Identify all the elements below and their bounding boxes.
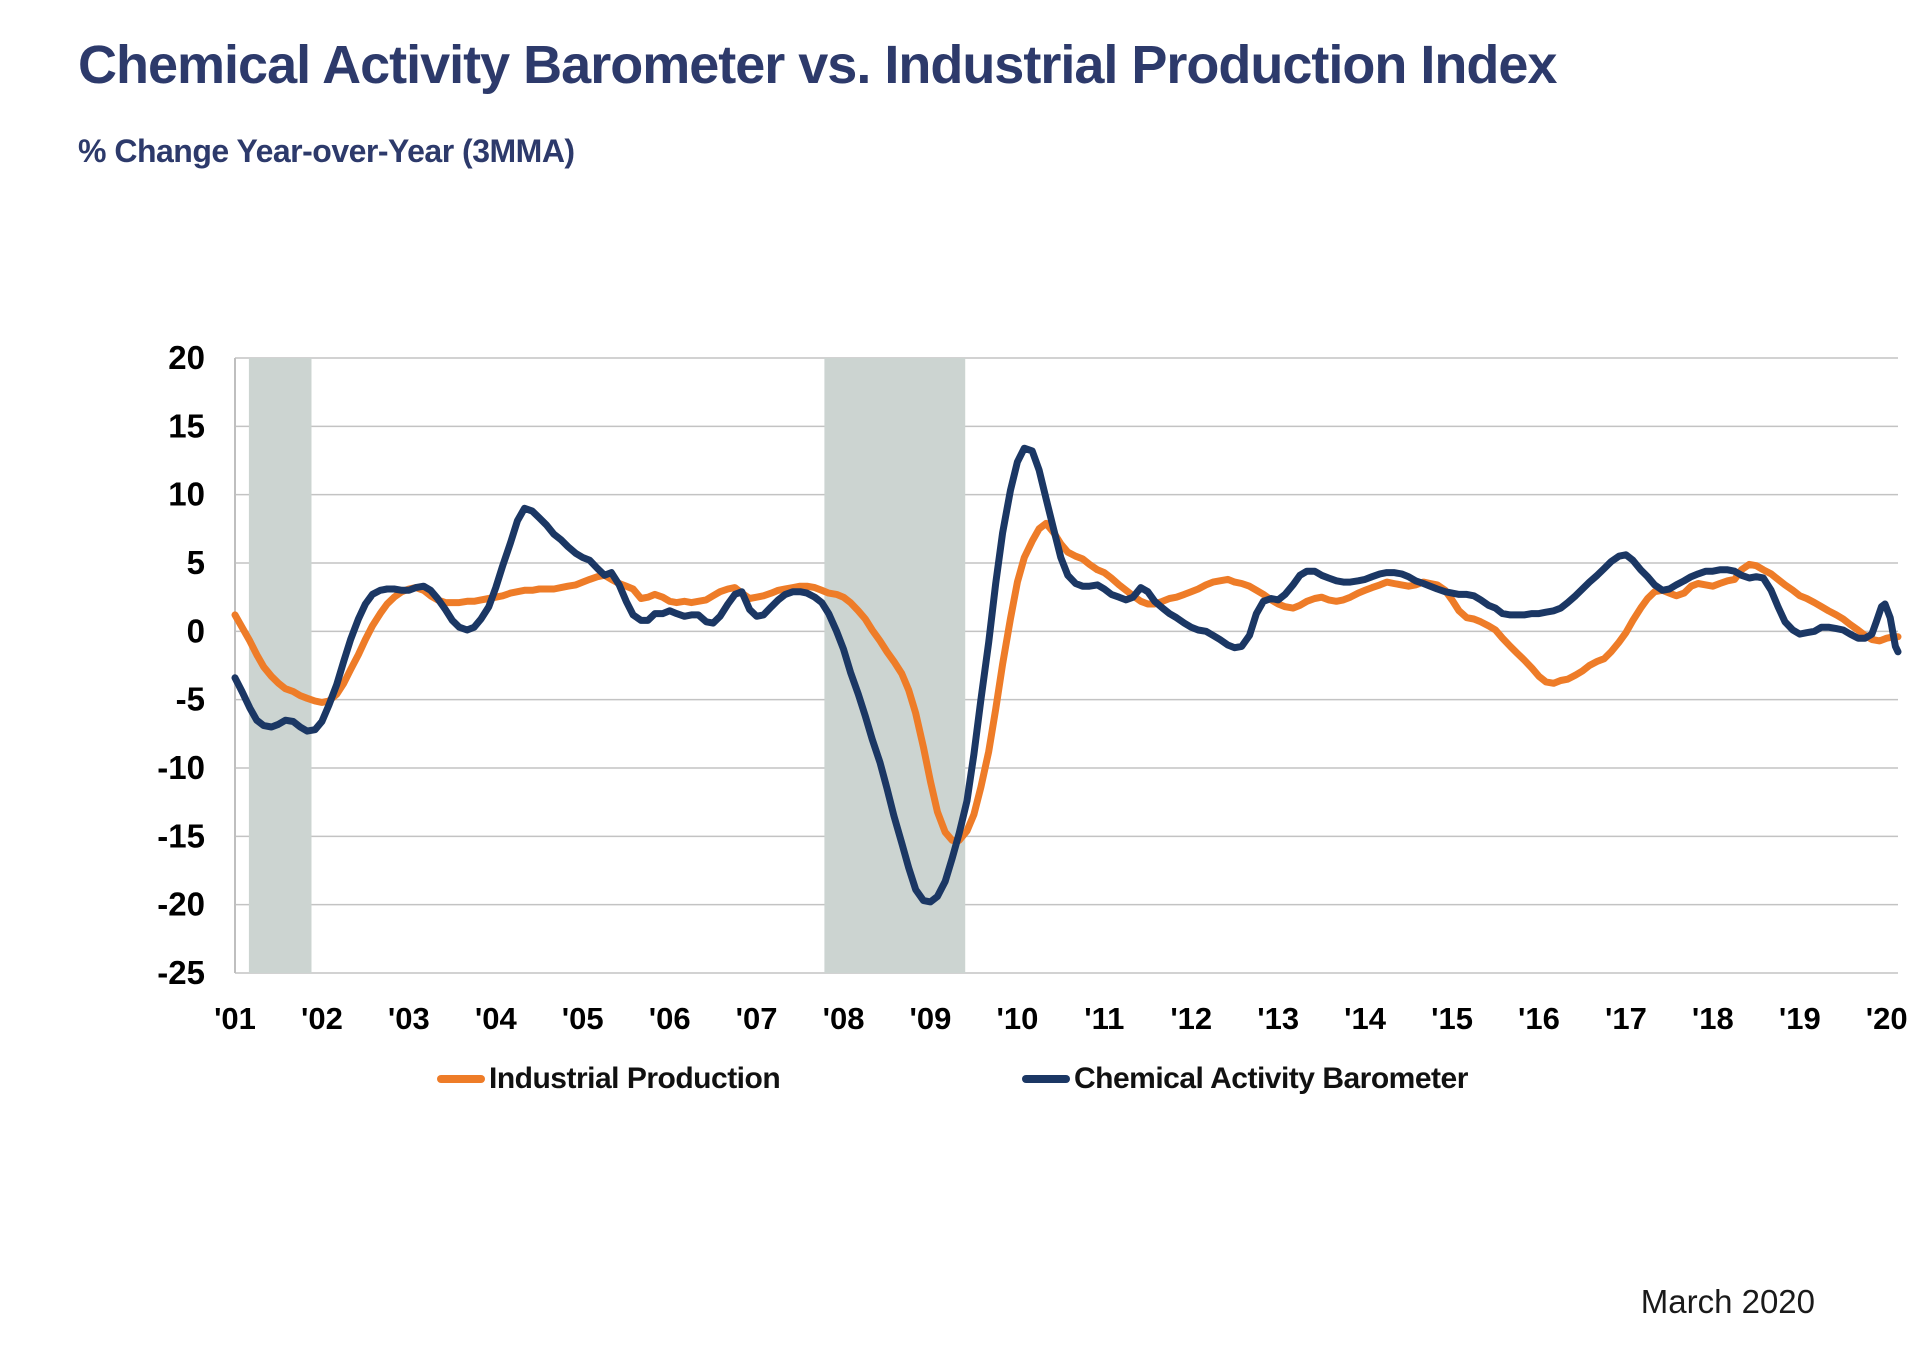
x-axis-tick-label: '05: [562, 1001, 604, 1036]
x-axis-tick-label: '20: [1866, 1001, 1908, 1036]
x-axis-tick-label: '08: [823, 1001, 865, 1036]
x-axis-tick-label: '18: [1692, 1001, 1734, 1036]
y-axis-tick-label: -10: [157, 749, 205, 786]
report-date: March 2020: [1640, 1283, 1815, 1320]
legend-item-industrial-production: Industrial Production: [437, 1056, 781, 1102]
x-axis-tick-label: '19: [1779, 1001, 1821, 1036]
industrial-production-line: [231, 519, 1902, 844]
legend-label-chemical-activity-barometer: Chemical Activity Barometer: [1074, 1062, 1468, 1095]
x-axis-tick-label: '11: [1084, 1001, 1124, 1036]
y-axis-tick-label: -5: [176, 681, 205, 718]
y-axis-tick-label: 10: [168, 476, 205, 513]
x-axis-tick-label: '15: [1431, 1001, 1473, 1036]
y-axis-tick-label: 20: [168, 339, 205, 376]
y-axis-tick-label: 15: [168, 407, 205, 444]
y-axis-tick-label: 0: [187, 612, 205, 649]
x-axis-tick-label: '02: [301, 1001, 343, 1036]
x-axis-tick-label: '16: [1518, 1001, 1560, 1036]
x-axis-tick-label: '06: [649, 1001, 691, 1036]
y-axis-tick-label: 5: [187, 544, 205, 581]
y-axis-tick-label: -20: [157, 886, 205, 923]
x-axis-tick-label: '10: [996, 1001, 1038, 1036]
legend-label-industrial-production: Industrial Production: [489, 1062, 781, 1095]
x-axis-tick-label: '09: [910, 1001, 952, 1036]
industrial-production-line-swatch: [437, 1075, 485, 1083]
page-title: Chemical Activity Barometer vs. Industri…: [78, 35, 1557, 95]
x-axis-tick-label: '14: [1344, 1001, 1387, 1036]
x-axis-tick-label: '07: [736, 1001, 778, 1036]
x-axis-tick-label: '17: [1605, 1001, 1647, 1036]
chart-legend: Industrial Production Chemical Activity …: [0, 1056, 1920, 1102]
x-axis-tick-label: '01: [214, 1001, 256, 1036]
chemical-activity-barometer-line-swatch: [1022, 1075, 1070, 1083]
recession-band: [248, 358, 312, 973]
y-axis-tick-label: -15: [157, 817, 205, 854]
page-subtitle: % Change Year-over-Year (3MMA): [78, 133, 575, 169]
x-axis-tick-label: '04: [475, 1001, 518, 1036]
x-axis-tick-label: '12: [1170, 1001, 1212, 1036]
x-axis-tick-label: '13: [1257, 1001, 1299, 1036]
chemical-activity-barometer-line: [231, 444, 1902, 906]
legend-item-chemical-activity-barometer: Chemical Activity Barometer: [1022, 1056, 1468, 1102]
x-axis-tick-label: '03: [388, 1001, 430, 1036]
y-axis-tick-label: -25: [157, 954, 205, 991]
